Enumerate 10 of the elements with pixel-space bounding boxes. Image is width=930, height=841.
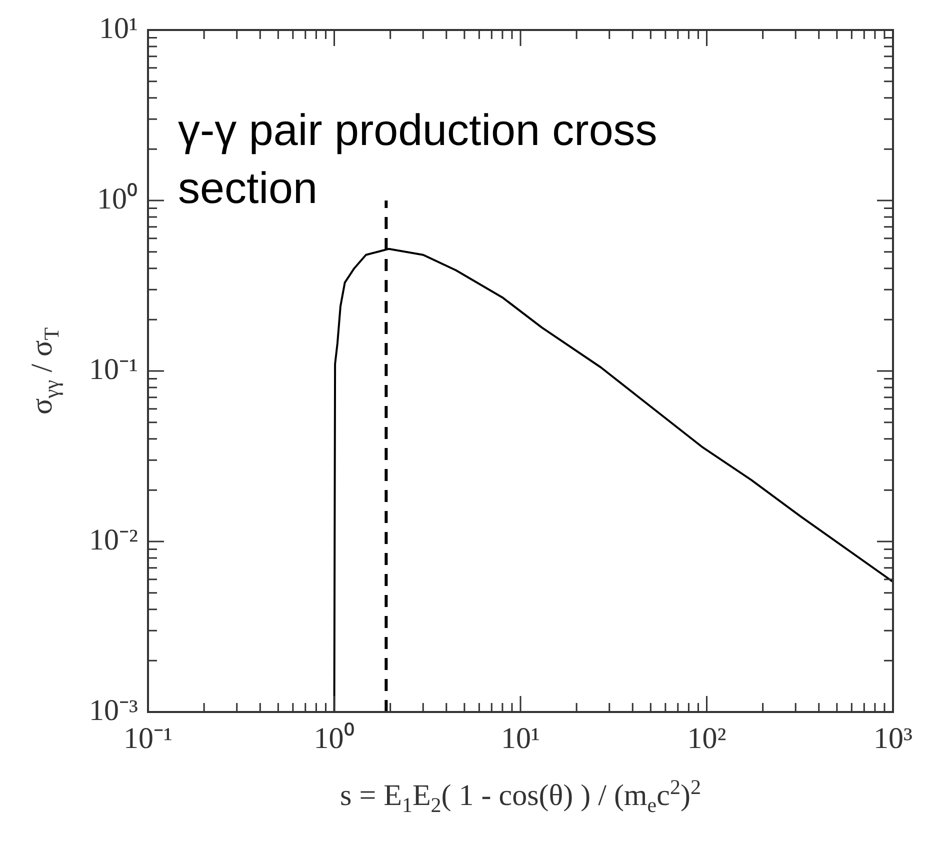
annotation: γ-γ pair production cross section xyxy=(178,106,658,213)
y-tick-label: 10¹ xyxy=(99,12,138,45)
text: s = E$_{1}$E$_{2}$( 1 - cos(θ) ) / (m$_{e}$c$^{2}$)$^{2}$ xyxy=(340,775,701,817)
y-tick-label: 10⁻¹ xyxy=(89,352,138,386)
x-tick-label: 10³ xyxy=(874,722,912,755)
x-tick-label: 10⁰ xyxy=(314,722,355,755)
y-tick-label: 10⁰ xyxy=(97,182,138,216)
x-tick-label: 10¹ xyxy=(501,722,540,755)
x-tick-label: 10² xyxy=(687,722,726,755)
y-tick-label: 10⁻² xyxy=(89,523,138,556)
